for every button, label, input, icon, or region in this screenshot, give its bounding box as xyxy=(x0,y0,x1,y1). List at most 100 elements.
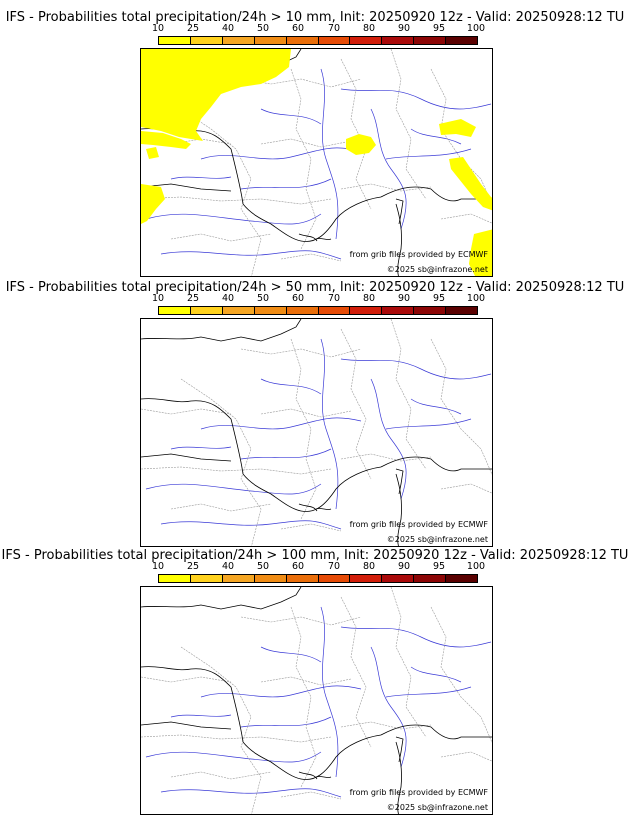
colorbar-segment xyxy=(286,307,319,314)
coastline-and-countries xyxy=(141,319,492,546)
colorbar-tick-label: 10 xyxy=(151,293,165,304)
copyright-credit: ©2025 sb@infrazone.net xyxy=(386,535,488,544)
probability-colorbar xyxy=(158,574,478,583)
colorbar-segment xyxy=(159,307,191,314)
colorbar-tick-label: 70 xyxy=(327,293,341,304)
colorbar-tick-label: 100 xyxy=(466,23,486,34)
colorbar-segment xyxy=(318,307,351,314)
rivers xyxy=(145,606,492,798)
panel-title: IFS - Probabilities total precipitation/… xyxy=(1,548,629,563)
colorbar-tick-label: 40 xyxy=(221,23,235,34)
colorbar-tick-label: 25 xyxy=(186,293,200,304)
forecast-panel-100mm: IFS - Probabilities total precipitation/… xyxy=(0,538,630,815)
source-credit: from grib files provided by ECMWF xyxy=(349,788,488,797)
colorbar-segment xyxy=(254,575,287,582)
precip-area xyxy=(346,134,376,155)
colorbar-tick-label: 60 xyxy=(291,561,305,572)
precip-area xyxy=(469,229,492,276)
probability-map: from grib files provided by ECMWF ©2025 … xyxy=(140,586,493,815)
colorbar-segment xyxy=(222,575,255,582)
colorbar-segment xyxy=(318,575,351,582)
admin-borders xyxy=(141,319,492,546)
colorbar-segment xyxy=(350,575,383,582)
colorbar-tick-labels: 10 25 40 50 60 70 80 90 95 100 xyxy=(152,293,485,305)
copyright-credit: ©2025 sb@infrazone.net xyxy=(386,803,488,812)
admin-borders xyxy=(141,49,492,276)
colorbar-segment xyxy=(318,37,351,44)
colorbar-tick-label: 95 xyxy=(432,23,446,34)
rivers xyxy=(145,338,492,530)
colorbar-tick-label: 70 xyxy=(327,561,341,572)
colorbar-segment xyxy=(382,575,415,582)
colorbar-tick-label: 10 xyxy=(151,561,165,572)
coastline-and-countries xyxy=(141,587,492,814)
colorbar-tick-label: 90 xyxy=(397,23,411,34)
colorbar-segment xyxy=(446,575,478,582)
probability-map: from grib files provided by ECMWF ©2025 … xyxy=(140,48,493,277)
admin-borders xyxy=(141,587,492,814)
panel-title: IFS - Probabilities total precipitation/… xyxy=(5,280,625,295)
colorbar-segment xyxy=(190,37,223,44)
colorbar-tick-label: 95 xyxy=(432,293,446,304)
precip-area xyxy=(141,49,291,141)
colorbar-tick-label: 80 xyxy=(362,561,376,572)
colorbar-tick-label: 50 xyxy=(256,293,270,304)
forecast-panel-10mm: IFS - Probabilities total precipitation/… xyxy=(0,0,630,277)
copyright-credit: ©2025 sb@infrazone.net xyxy=(386,265,488,274)
colorbar-tick-labels: 10 25 40 50 60 70 80 90 95 100 xyxy=(152,23,485,35)
colorbar-tick-label: 80 xyxy=(362,23,376,34)
colorbar-segment xyxy=(254,307,287,314)
precip-area xyxy=(141,184,165,224)
source-credit: from grib files provided by ECMWF xyxy=(349,250,488,259)
colorbar-segment xyxy=(222,307,255,314)
colorbar-segment xyxy=(382,37,415,44)
precip-area xyxy=(141,131,191,149)
precip-area xyxy=(439,119,476,137)
colorbar-tick-label: 40 xyxy=(221,293,235,304)
panel-title: IFS - Probabilities total precipitation/… xyxy=(5,10,625,25)
colorbar-tick-label: 40 xyxy=(221,561,235,572)
map-svg xyxy=(141,319,492,546)
colorbar-segment xyxy=(159,37,191,44)
precip-area xyxy=(146,147,159,159)
colorbar-segment xyxy=(414,575,447,582)
colorbar-segment xyxy=(350,37,383,44)
colorbar-tick-label: 25 xyxy=(186,561,200,572)
colorbar-segment xyxy=(382,307,415,314)
probability-colorbar xyxy=(158,36,478,45)
colorbar-segment xyxy=(159,575,191,582)
colorbar-tick-label: 25 xyxy=(186,23,200,34)
colorbar-tick-label: 100 xyxy=(466,293,486,304)
colorbar-tick-label: 90 xyxy=(397,561,411,572)
colorbar-segment xyxy=(350,307,383,314)
map-svg xyxy=(141,49,492,276)
colorbar-tick-label: 10 xyxy=(151,23,165,34)
colorbar-tick-label: 50 xyxy=(256,23,270,34)
colorbar-segment xyxy=(414,37,447,44)
colorbar-tick-label: 95 xyxy=(432,561,446,572)
forecast-panel-50mm: IFS - Probabilities total precipitation/… xyxy=(0,270,630,547)
probability-colorbar xyxy=(158,306,478,315)
colorbar-segment xyxy=(286,575,319,582)
colorbar-tick-label: 60 xyxy=(291,23,305,34)
rivers xyxy=(145,68,492,260)
precip-probability-areas xyxy=(141,49,492,276)
colorbar-segment xyxy=(222,37,255,44)
precip-area xyxy=(449,157,492,211)
colorbar-tick-label: 90 xyxy=(397,293,411,304)
colorbar-segment xyxy=(446,37,478,44)
colorbar-tick-label: 60 xyxy=(291,293,305,304)
colorbar-segment xyxy=(190,307,223,314)
probability-map: from grib files provided by ECMWF ©2025 … xyxy=(140,318,493,547)
colorbar-tick-label: 100 xyxy=(466,561,486,572)
colorbar-tick-label: 80 xyxy=(362,293,376,304)
colorbar-segment xyxy=(190,575,223,582)
source-credit: from grib files provided by ECMWF xyxy=(349,520,488,529)
colorbar-segment xyxy=(446,307,478,314)
map-svg xyxy=(141,587,492,814)
colorbar-segment xyxy=(286,37,319,44)
colorbar-segment xyxy=(254,37,287,44)
colorbar-tick-label: 70 xyxy=(327,23,341,34)
colorbar-tick-labels: 10 25 40 50 60 70 80 90 95 100 xyxy=(152,561,485,573)
colorbar-tick-label: 50 xyxy=(256,561,270,572)
